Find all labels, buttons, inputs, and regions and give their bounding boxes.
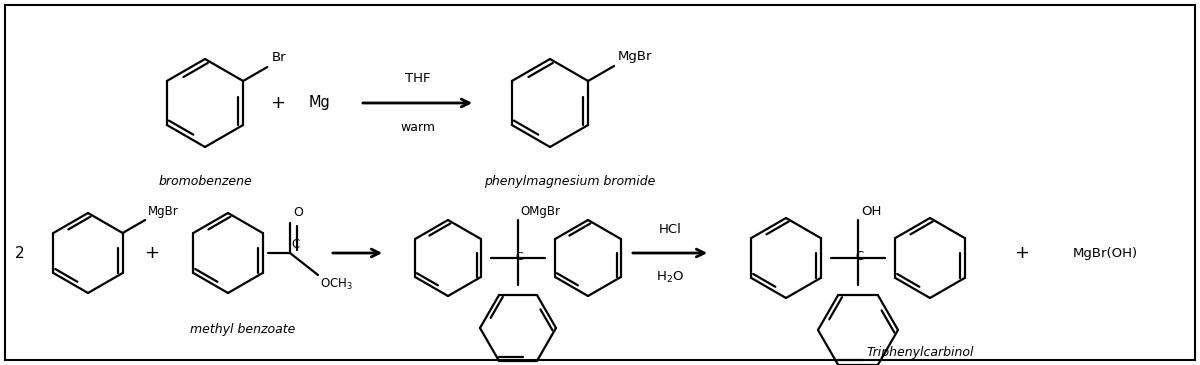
Text: OH: OH (862, 205, 881, 218)
Text: +: + (144, 244, 160, 262)
Text: Mg: Mg (310, 96, 331, 111)
Text: MgBr(OH): MgBr(OH) (1073, 246, 1138, 260)
Text: O: O (293, 206, 302, 219)
Text: 2: 2 (16, 246, 25, 261)
Text: OCH$_3$: OCH$_3$ (320, 277, 353, 292)
Text: phenylmagnesium bromide: phenylmagnesium bromide (485, 175, 655, 188)
Text: C: C (854, 250, 863, 264)
Text: MgBr: MgBr (618, 50, 653, 63)
FancyBboxPatch shape (5, 5, 1195, 360)
Text: C: C (290, 238, 299, 251)
Text: bromobenzene: bromobenzene (158, 175, 252, 188)
Text: C: C (515, 252, 523, 262)
Text: H$_2$O: H$_2$O (656, 270, 684, 285)
Text: Triphenylcarbinol: Triphenylcarbinol (866, 346, 973, 359)
Text: Br: Br (271, 51, 286, 64)
Text: methyl benzoate: methyl benzoate (191, 323, 295, 336)
Text: +: + (270, 94, 286, 112)
Text: OMgBr: OMgBr (520, 205, 560, 218)
Text: +: + (1014, 244, 1030, 262)
Text: THF: THF (406, 72, 431, 85)
Text: HCl: HCl (659, 223, 682, 236)
Text: warm: warm (401, 121, 436, 134)
Text: MgBr: MgBr (148, 205, 179, 218)
